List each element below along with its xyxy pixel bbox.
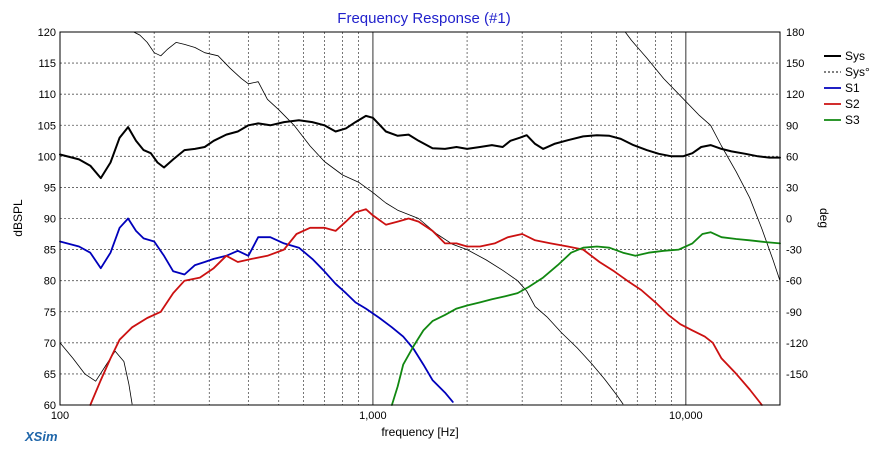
y2-tick-label: -30 (786, 245, 802, 257)
y2-tick-label: 180 (786, 27, 804, 39)
x-tick-label: 10,000 (669, 410, 703, 422)
y-tick-label: 75 (44, 307, 56, 319)
y2-tick-label: 90 (786, 120, 798, 132)
y2-tick-label: 0 (786, 214, 792, 226)
legend-label: S3 (845, 113, 860, 127)
y2-tick-label: 60 (786, 151, 798, 163)
x-axis-label: frequency [Hz] (381, 425, 458, 439)
y-tick-label: 85 (44, 245, 56, 257)
xsim-brand-label: XSim (24, 429, 58, 444)
grid-lines (60, 32, 780, 405)
y-tick-label: 110 (38, 89, 56, 101)
legend-label: Sys° (845, 65, 870, 79)
x-axis-ticks: 100 1,000 10,000 (51, 410, 703, 422)
y-tick-label: 65 (44, 369, 56, 381)
series-line-sys-phase (133, 31, 624, 405)
x-tick-label: 100 (51, 410, 69, 422)
legend: Sys Sys° S1 S2 S3 (824, 49, 870, 127)
y2-axis-ticks: -150 -120 -90 -60 -30 0 30 60 90 120 150 180 (786, 27, 808, 381)
y2-tick-label: -120 (786, 338, 808, 350)
y2-tick-label: -60 (786, 276, 802, 288)
y2-tick-label: 150 (786, 58, 804, 70)
y-tick-label: 105 (38, 120, 56, 132)
y2-tick-label: 120 (786, 89, 804, 101)
y-tick-label: 60 (44, 400, 56, 412)
series-line-sys-phase (624, 31, 781, 282)
plot-frame (59, 31, 781, 406)
y-tick-label: 100 (38, 151, 56, 163)
y-tick-label: 115 (38, 58, 56, 70)
series-line-sys-phase (59, 342, 133, 405)
legend-label: S1 (845, 81, 860, 95)
y2-tick-label: -150 (786, 369, 808, 381)
curves (59, 31, 781, 406)
y2-tick-label: -90 (786, 307, 802, 319)
series-line-s3 (390, 231, 781, 406)
y-tick-label: 120 (38, 27, 56, 39)
y-tick-label: 95 (44, 182, 56, 194)
legend-label: S2 (845, 97, 860, 111)
y-axis-label: dBSPL (11, 199, 25, 237)
y2-axis-label: deg (817, 208, 831, 228)
legend-label: Sys (845, 49, 865, 63)
x-tick-label: 1,000 (359, 410, 387, 422)
series-line-s2 (89, 208, 763, 406)
y-tick-label: 70 (44, 338, 56, 350)
series-line-s1 (59, 217, 454, 403)
y-axis-ticks: 60 65 70 75 80 85 90 95 100 105 110 115 120 (38, 27, 56, 412)
y2-tick-label: 30 (786, 182, 798, 194)
chart-title: Frequency Response (#1) (337, 10, 510, 27)
series-line-sys (59, 114, 781, 180)
y-tick-label: 80 (44, 276, 56, 288)
y-tick-label: 90 (44, 214, 56, 226)
